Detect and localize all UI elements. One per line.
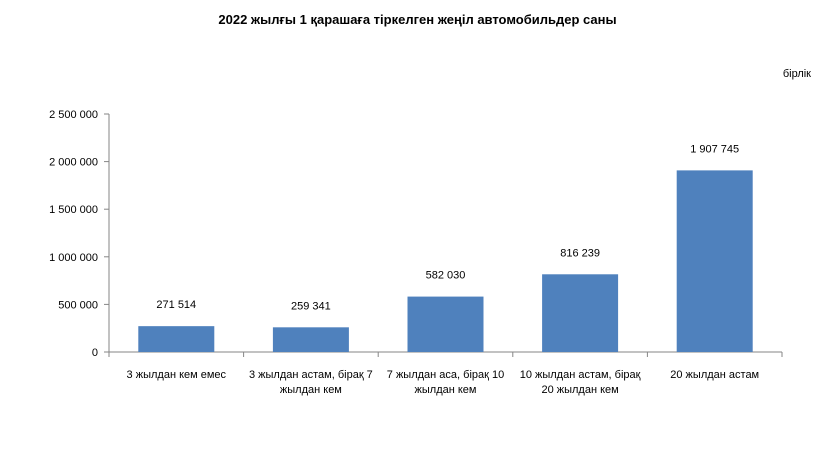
bar xyxy=(407,296,484,352)
y-tick-label: 0 xyxy=(92,347,98,359)
data-label: 271 514 xyxy=(156,299,196,311)
data-label: 816 239 xyxy=(560,247,600,259)
data-label: 582 030 xyxy=(426,270,466,282)
chart-title: 2022 жылғы 1 қарашаға тіркелген жеңіл ав… xyxy=(218,12,617,27)
y-tick-label: 500 000 xyxy=(58,299,98,311)
data-label: 1 907 745 xyxy=(690,143,739,155)
category-label: жылдан кем xyxy=(415,384,477,396)
bar xyxy=(272,327,349,352)
bar xyxy=(542,274,619,352)
category-label: 3 жылдан астам, бірақ 7 xyxy=(249,369,373,381)
bar xyxy=(676,170,753,352)
y-tick-label: 1 000 000 xyxy=(49,252,98,264)
y-tick-label: 1 500 000 xyxy=(49,204,98,216)
y-tick-label: 2 000 000 xyxy=(49,157,98,169)
data-label: 259 341 xyxy=(291,300,331,312)
category-label: 20 жылдан кем xyxy=(541,384,618,396)
category-label: 10 жылдан астам, бірақ xyxy=(520,369,641,381)
bar xyxy=(138,326,215,352)
category-label: жылдан кем xyxy=(280,384,342,396)
unit-label: бірлік xyxy=(782,68,811,80)
y-tick-label: 2 500 000 xyxy=(49,109,98,121)
category-label: 20 жылдан астам xyxy=(670,369,759,381)
category-label: 7 жылдан аса, бірақ 10 xyxy=(387,369,504,381)
category-label: 3 жылдан кем емес xyxy=(127,369,227,381)
